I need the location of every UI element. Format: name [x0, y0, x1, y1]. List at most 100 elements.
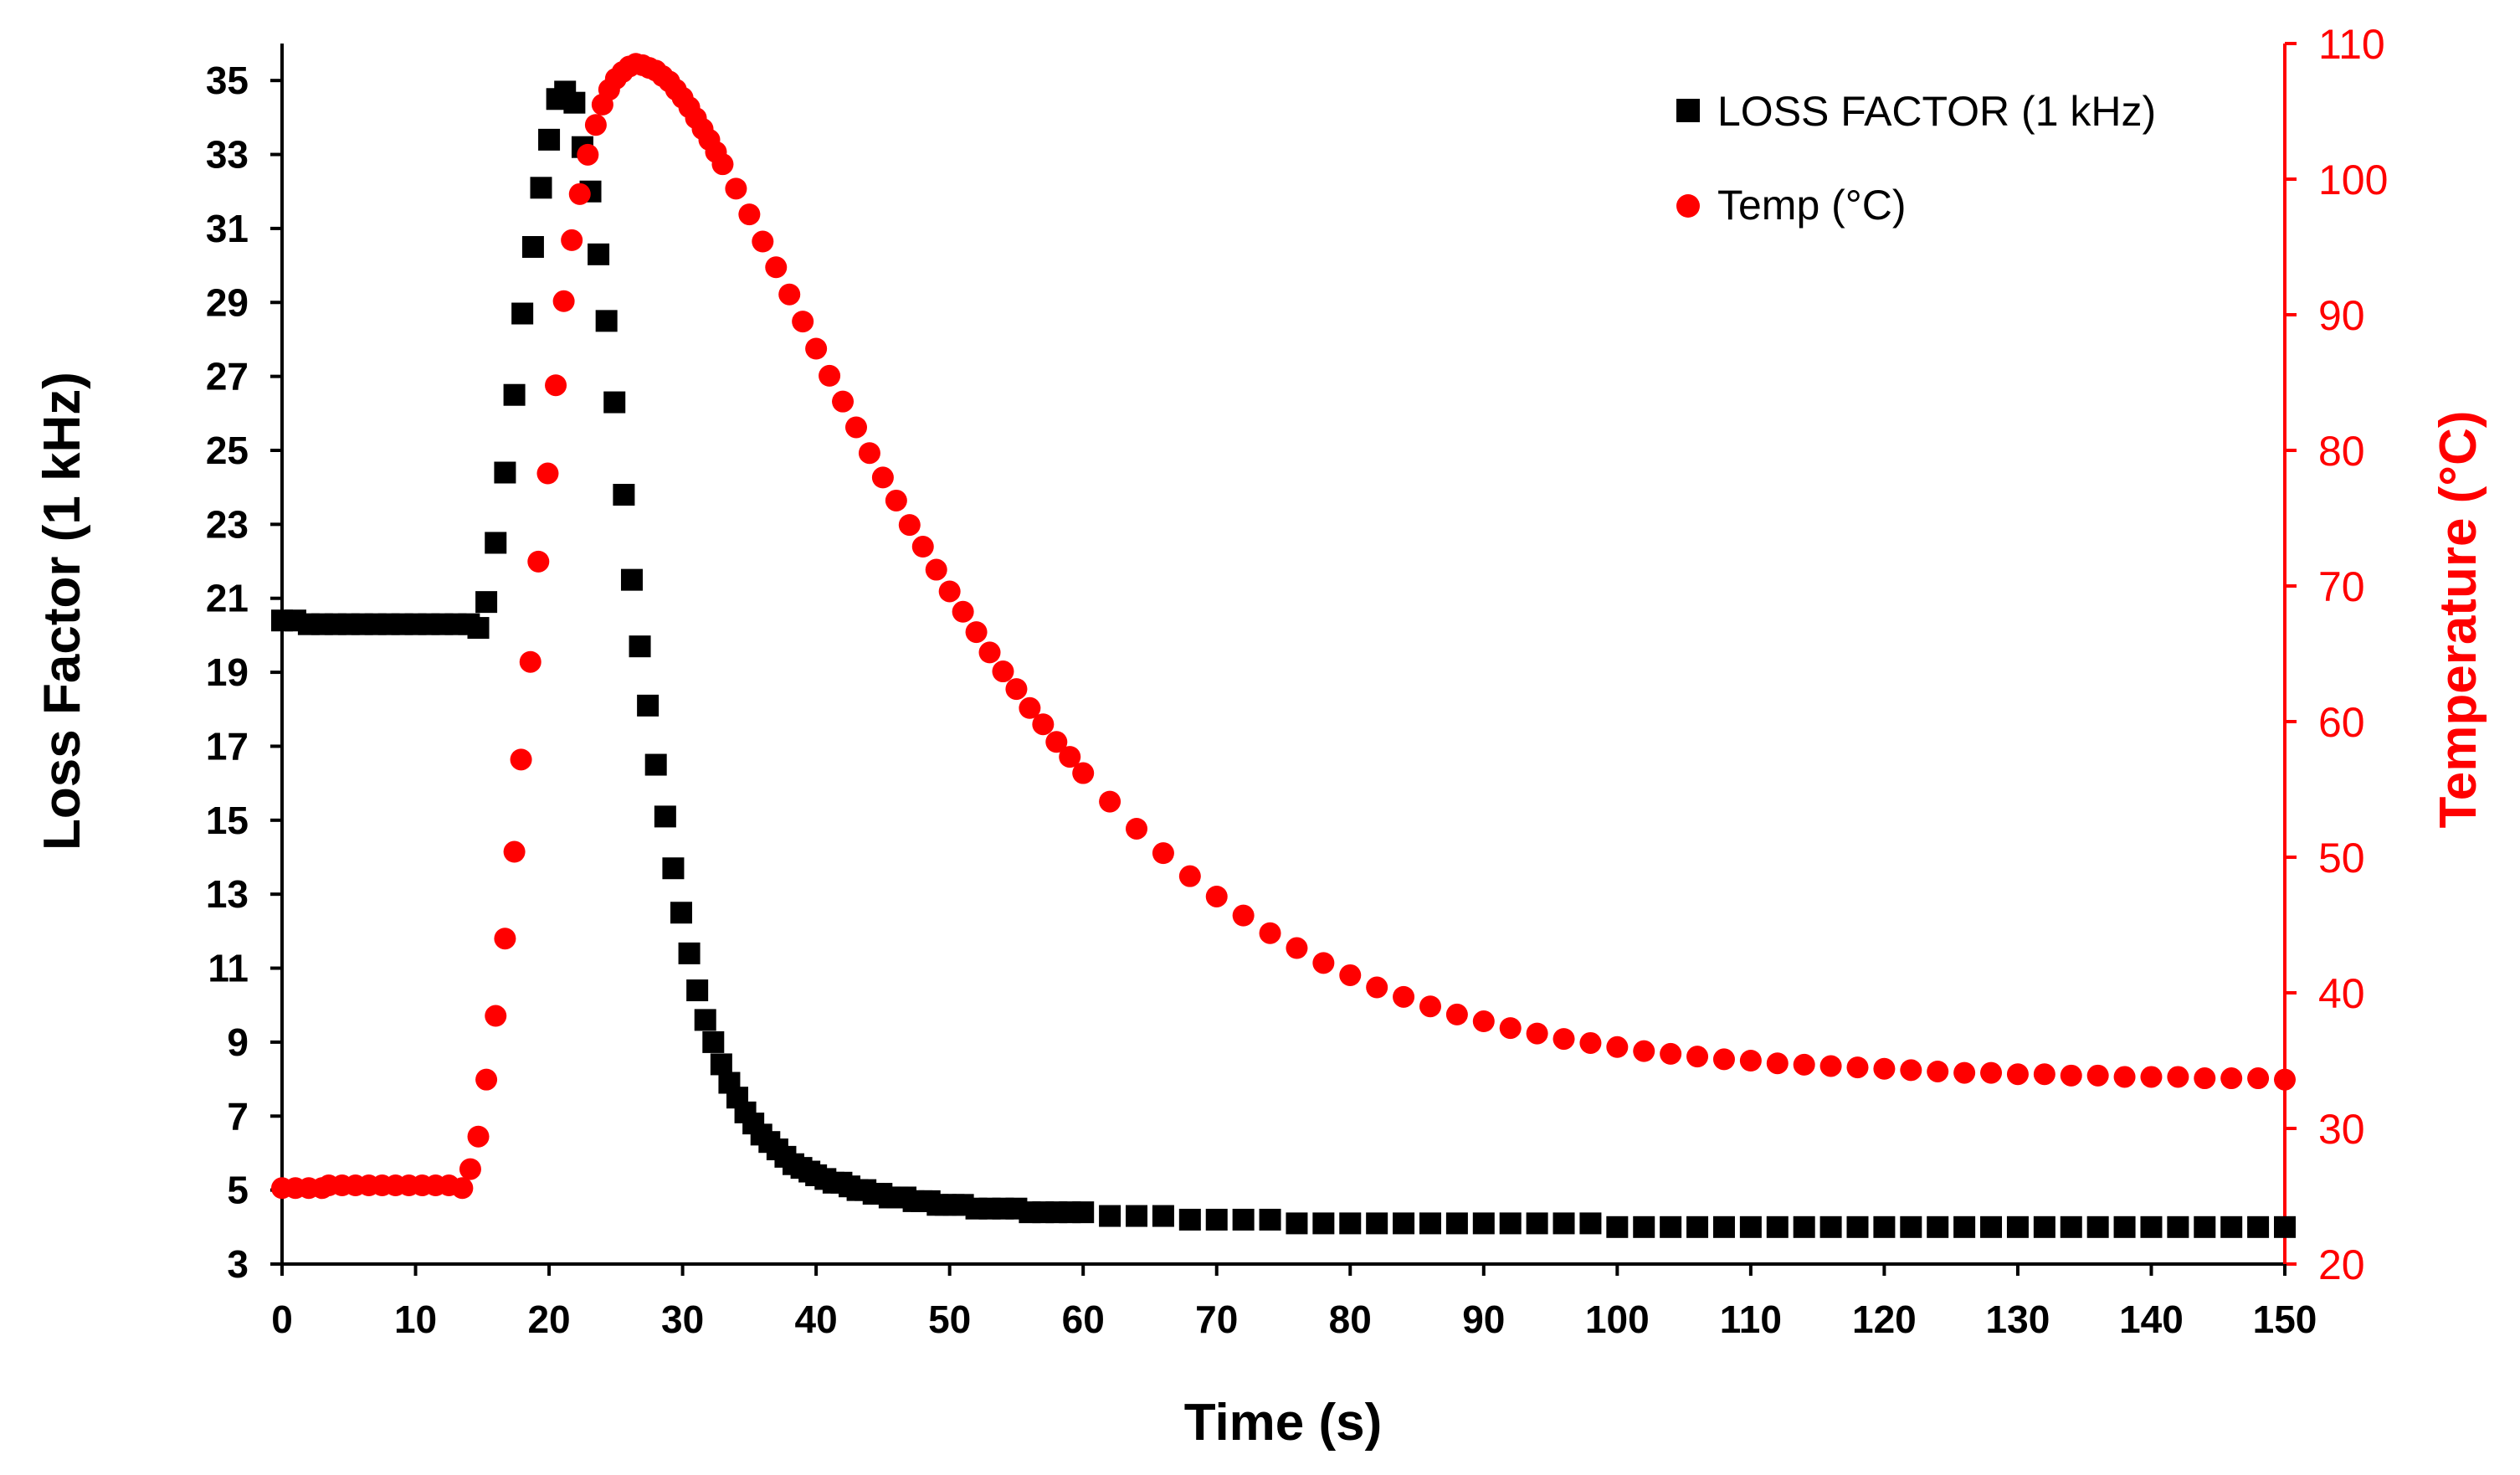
y-tick-label: 31 — [206, 207, 249, 250]
x-tick-label: 60 — [1062, 1298, 1105, 1341]
loss-factor-point — [662, 857, 685, 880]
temperature-point — [467, 1125, 490, 1148]
loss-factor-point — [686, 979, 709, 1002]
loss-factor-point — [2247, 1215, 2270, 1238]
temperature-point — [1005, 678, 1028, 701]
y2-tick-label: 110 — [2318, 21, 2385, 68]
temperature-point — [1393, 985, 1415, 1008]
temperature-point — [1312, 952, 1335, 974]
x-tick-label: 40 — [795, 1298, 838, 1341]
loss-factor-point — [2274, 1215, 2296, 1238]
loss-factor-point — [1579, 1212, 1602, 1235]
loss-factor-point — [2167, 1215, 2189, 1238]
loss-factor-point — [494, 461, 516, 484]
loss-factor-point — [1793, 1215, 1815, 1238]
y-tick-label: 23 — [206, 502, 249, 546]
x-tick-label: 120 — [1852, 1298, 1917, 1341]
y2-tick-label: 50 — [2318, 835, 2365, 881]
legend-marker-temperature — [1676, 194, 1700, 218]
temperature-point — [485, 1005, 507, 1027]
x-tick-label: 80 — [1329, 1298, 1372, 1341]
loss-factor-series — [271, 80, 2296, 1238]
temperature-point — [832, 390, 855, 413]
y2-axis-title: Temperature (°C) — [2430, 410, 2487, 828]
temperature-point — [536, 462, 559, 485]
loss-factor-point — [595, 310, 618, 332]
temperature-point — [1419, 995, 1441, 1018]
loss-factor-point — [1472, 1212, 1495, 1235]
y-tick-label: 15 — [206, 799, 249, 842]
legend: LOSS FACTOR (1 kHz) Temp (°C) — [1676, 88, 2156, 229]
loss-factor-point — [1178, 1208, 1201, 1231]
temperature-point — [2167, 1066, 2189, 1088]
loss-factor-point — [521, 236, 544, 258]
temperature-point — [858, 442, 880, 465]
temperature-point — [911, 536, 934, 558]
temperature-point — [1339, 964, 1362, 986]
loss-factor-point — [538, 128, 561, 151]
loss-factor-point — [1766, 1215, 1789, 1238]
temperature-point — [1606, 1036, 1629, 1058]
temperature-point — [778, 283, 801, 306]
temperature-point — [577, 143, 599, 166]
loss-factor-point — [1126, 1205, 1148, 1227]
legend-label-temperature: Temp (°C) — [1717, 182, 1907, 229]
temperature-point — [519, 650, 541, 673]
plot-area — [280, 44, 2286, 1266]
temperature-point — [952, 600, 974, 623]
y-tick-label: 33 — [206, 133, 249, 177]
loss-factor-point — [2194, 1215, 2216, 1238]
temperature-point — [1099, 790, 1121, 813]
loss-factor-point — [1712, 1215, 1735, 1238]
temperature-point — [2006, 1063, 2029, 1086]
temperature-point — [568, 182, 591, 205]
loss-factor-point — [1286, 1212, 1308, 1235]
x-tick-label: 50 — [928, 1298, 971, 1341]
temperature-series — [271, 53, 2296, 1200]
y-tick-label: 11 — [208, 947, 249, 990]
temperature-point — [1660, 1042, 1682, 1065]
temperature-point — [552, 290, 575, 312]
loss-factor-point — [1553, 1212, 1575, 1235]
x-tick-label: 0 — [271, 1298, 293, 1341]
loss-factor-point — [530, 177, 552, 199]
bottom-axis-ticks: 0 10 20 30 40 50 60 70 80 90 100 110 120 130 140 150 — [271, 1264, 2317, 1341]
temperature-point — [1499, 1017, 1522, 1040]
temperature-point — [1927, 1060, 1949, 1082]
y-tick-label: 21 — [206, 577, 249, 620]
loss-factor-point — [563, 91, 586, 114]
loss-factor-point — [2140, 1215, 2163, 1238]
loss-factor-point — [1606, 1215, 1629, 1238]
loss-factor-point — [1953, 1215, 1976, 1238]
loss-factor-point — [694, 1009, 716, 1031]
x-tick-label: 150 — [2253, 1298, 2317, 1341]
temperature-point — [510, 748, 532, 771]
loss-factor-point — [1099, 1205, 1121, 1227]
temperature-point — [1953, 1061, 1976, 1084]
loss-factor-point — [644, 753, 667, 776]
x-tick-label: 20 — [527, 1298, 570, 1341]
x-axis-title: Time (s) — [1184, 1394, 1383, 1452]
y2-tick-label: 80 — [2318, 428, 2365, 475]
y2-tick-label: 100 — [2318, 157, 2388, 203]
legend-label-loss-factor: LOSS FACTOR (1 kHz) — [1717, 88, 2156, 135]
temperature-point — [1739, 1050, 1762, 1072]
temperature-point — [459, 1158, 481, 1180]
loss-factor-point — [1393, 1212, 1415, 1235]
loss-factor-point — [620, 568, 643, 591]
loss-factor-point — [1499, 1212, 1522, 1235]
loss-factor-point — [603, 391, 626, 414]
x-tick-label: 110 — [1720, 1298, 1782, 1341]
y-tick-label: 17 — [206, 724, 249, 768]
y-tick-label: 27 — [206, 355, 249, 398]
temperature-point — [819, 364, 841, 387]
loss-factor-point — [2033, 1215, 2056, 1238]
temperature-point — [451, 1177, 474, 1200]
temperature-point — [1846, 1056, 1869, 1079]
temperature-point — [1873, 1057, 1896, 1080]
loss-factor-point — [1686, 1215, 1709, 1238]
y-axis-title: Loss Factor (1 kHz) — [33, 372, 91, 851]
loss-factor-point — [1526, 1212, 1548, 1235]
temperature-point — [1178, 865, 1201, 887]
